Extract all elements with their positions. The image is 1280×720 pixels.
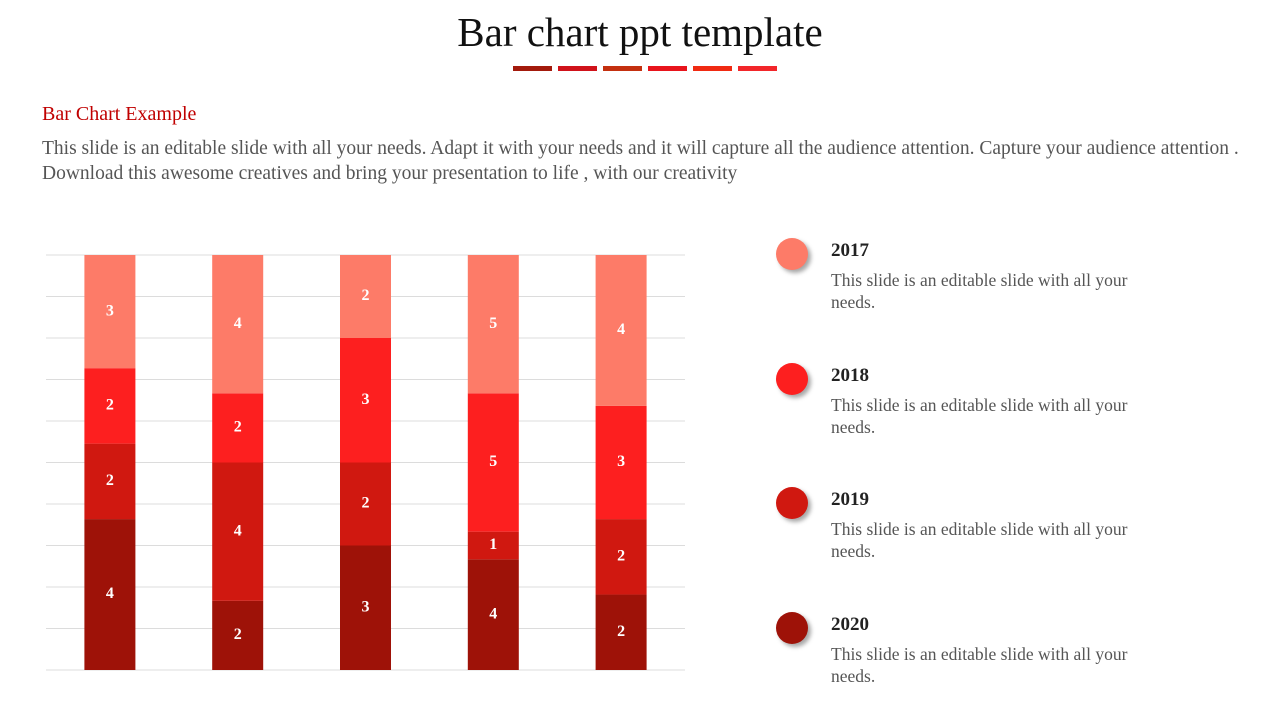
- data-label: 5: [489, 453, 497, 470]
- legend-description: This slide is an editable slide with all…: [831, 643, 1128, 686]
- data-label: 4: [106, 585, 114, 602]
- data-label: 2: [617, 623, 625, 640]
- underline-dash: [738, 66, 777, 71]
- data-label: 4: [234, 315, 242, 332]
- bar-segment: [84, 255, 136, 369]
- legend-marker: [776, 362, 808, 395]
- bar-segment: [467, 559, 519, 670]
- bar-segment: [595, 594, 647, 670]
- bar-segment: [595, 405, 647, 520]
- bar-segment: [467, 531, 519, 560]
- data-label: 4: [489, 605, 497, 622]
- legend-marker: [776, 238, 808, 270]
- bar-segment: [340, 338, 391, 463]
- bar-segment: [340, 255, 391, 338]
- data-label: 2: [234, 419, 242, 436]
- data-label: 3: [362, 391, 370, 408]
- data-label: 2: [106, 472, 114, 489]
- bar-segment: [467, 255, 519, 394]
- underline-dash: [603, 66, 642, 71]
- legend-label: 2019: [831, 489, 869, 510]
- data-label: 2: [362, 287, 370, 304]
- bar-segment: [340, 462, 391, 546]
- bar-segment: [340, 545, 391, 670]
- legend-label: 2020: [831, 613, 869, 635]
- legend-description: This slide is an editable slide with all…: [831, 519, 1128, 561]
- data-label: 1: [489, 536, 497, 553]
- body-text: This slide is an editable slide with all…: [42, 138, 1239, 184]
- data-label: 2: [234, 626, 242, 643]
- legend-description: This slide is an editable slide with all…: [831, 270, 1128, 312]
- underline-dash: [558, 66, 597, 71]
- data-label: 4: [617, 321, 625, 338]
- underline-dash: [693, 66, 732, 71]
- data-label: 5: [489, 315, 497, 332]
- data-label: 3: [106, 302, 114, 319]
- data-label: 3: [362, 598, 370, 615]
- underline-dash: [648, 66, 687, 71]
- data-label: 2: [362, 495, 370, 512]
- legend-description: This slide is an editable slide with all…: [831, 394, 1128, 437]
- title-underline: [513, 66, 777, 71]
- legend-label: 2018: [831, 364, 869, 386]
- underline-dash: [513, 66, 552, 71]
- bar-segment: [212, 393, 264, 463]
- bar-segment: [84, 443, 136, 520]
- bar-segment: [212, 462, 264, 601]
- bar-segment: [212, 255, 264, 394]
- legend-marker: [776, 487, 808, 519]
- subtitle: Bar Chart Example: [42, 103, 197, 125]
- bar-segment: [595, 255, 647, 406]
- bar-segment: [212, 600, 264, 670]
- bar-segment: [84, 368, 136, 444]
- chart: 4 2 2 3 2 4 2 4 3 2 3 2 4 1 5 5 2 2 3 4: [46, 254, 685, 671]
- bar-segment: [467, 393, 519, 532]
- data-label: 3: [617, 453, 625, 470]
- legend-marker: [776, 611, 808, 644]
- data-label: 2: [106, 397, 114, 414]
- bar-segment: [595, 519, 647, 595]
- legend-label: 2017: [831, 240, 869, 261]
- data-label: 4: [234, 522, 242, 539]
- slide-title: Bar chart ppt template: [457, 9, 823, 55]
- data-label: 2: [617, 547, 625, 564]
- bar-segment: [84, 519, 136, 670]
